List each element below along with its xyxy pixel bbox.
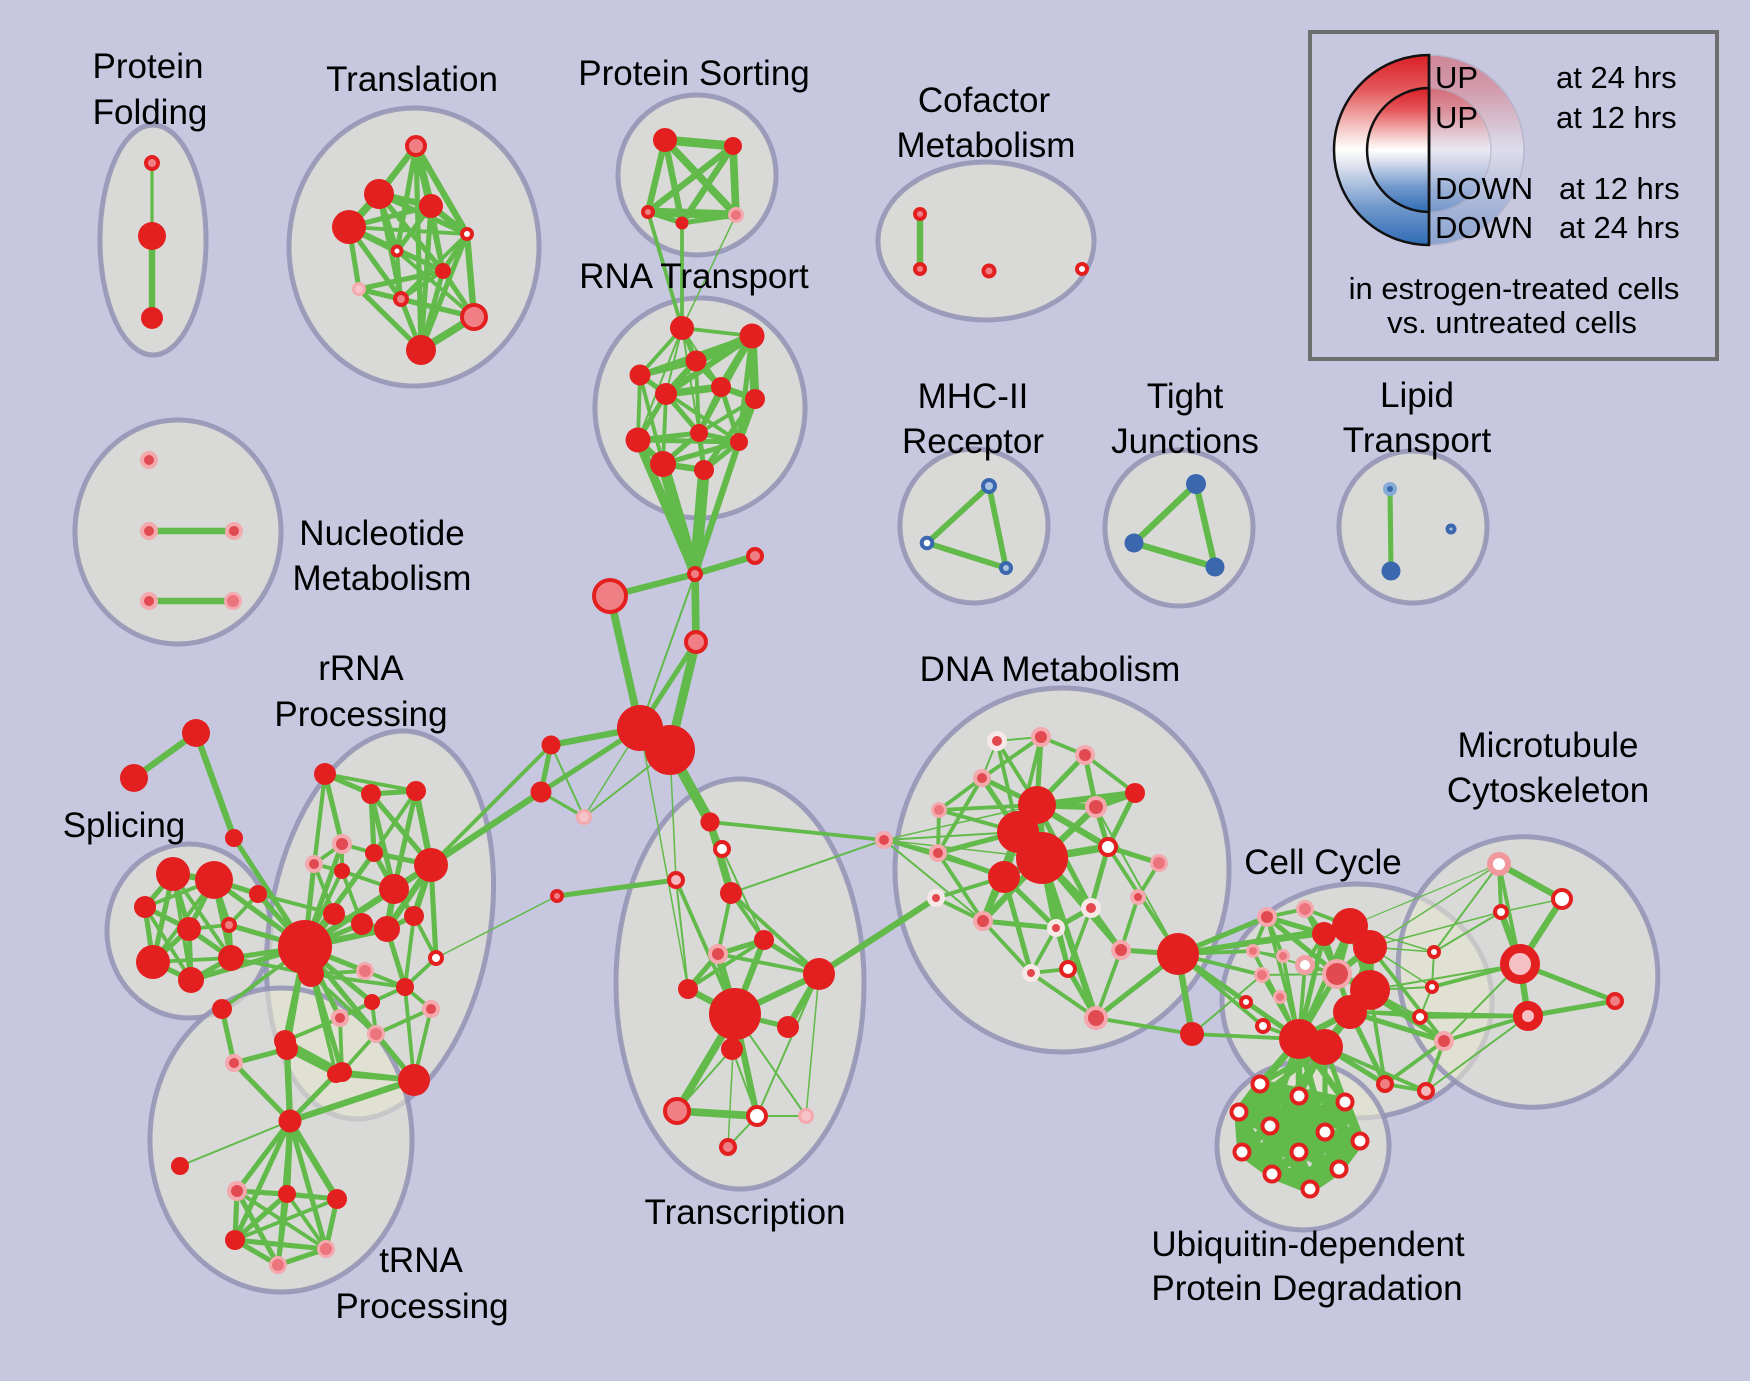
svg-text:Junctions: Junctions (1111, 422, 1259, 461)
svg-text:at 12 hrs: at 12 hrs (1559, 171, 1680, 206)
svg-text:Microtubule: Microtubule (1458, 726, 1639, 765)
svg-text:tRNA: tRNA (379, 1241, 463, 1280)
svg-text:at 12 hrs: at 12 hrs (1556, 100, 1677, 135)
svg-text:Ubiquitin-dependent: Ubiquitin-dependent (1151, 1225, 1465, 1264)
svg-text:Receptor: Receptor (902, 422, 1044, 461)
svg-text:Splicing: Splicing (63, 806, 186, 845)
svg-text:in estrogen-treated cells: in estrogen-treated cells (1349, 271, 1680, 306)
svg-text:DOWN: DOWN (1435, 210, 1533, 245)
svg-text:vs. untreated cells: vs. untreated cells (1387, 305, 1637, 340)
svg-text:Nucleotide: Nucleotide (299, 514, 464, 553)
svg-text:RNA Transport: RNA Transport (579, 257, 809, 296)
svg-text:DOWN: DOWN (1435, 171, 1533, 206)
svg-text:Protein: Protein (93, 47, 204, 86)
svg-text:Cofactor: Cofactor (918, 81, 1051, 120)
svg-text:Cytoskeleton: Cytoskeleton (1447, 771, 1649, 810)
svg-text:Metabolism: Metabolism (293, 559, 472, 598)
svg-text:UP: UP (1435, 60, 1478, 95)
svg-text:Metabolism: Metabolism (897, 126, 1076, 165)
svg-text:rRNA: rRNA (318, 649, 404, 688)
svg-text:Protein Sorting: Protein Sorting (578, 54, 810, 93)
svg-text:Cell Cycle: Cell Cycle (1244, 843, 1402, 882)
svg-text:Translation: Translation (326, 60, 498, 99)
svg-text:Transport: Transport (1343, 421, 1492, 460)
svg-text:Protein Degradation: Protein Degradation (1151, 1269, 1462, 1308)
svg-text:Tight: Tight (1147, 377, 1224, 416)
svg-text:Lipid: Lipid (1380, 376, 1454, 415)
svg-text:Transcription: Transcription (645, 1193, 846, 1232)
svg-text:UP: UP (1435, 100, 1478, 135)
svg-text:MHC-II: MHC-II (918, 377, 1029, 416)
svg-text:DNA Metabolism: DNA Metabolism (920, 650, 1181, 689)
svg-text:at 24 hrs: at 24 hrs (1559, 210, 1680, 245)
svg-text:Processing: Processing (274, 695, 447, 734)
svg-text:Processing: Processing (335, 1287, 508, 1326)
svg-text:at 24 hrs: at 24 hrs (1556, 60, 1677, 95)
svg-text:Folding: Folding (93, 93, 208, 132)
